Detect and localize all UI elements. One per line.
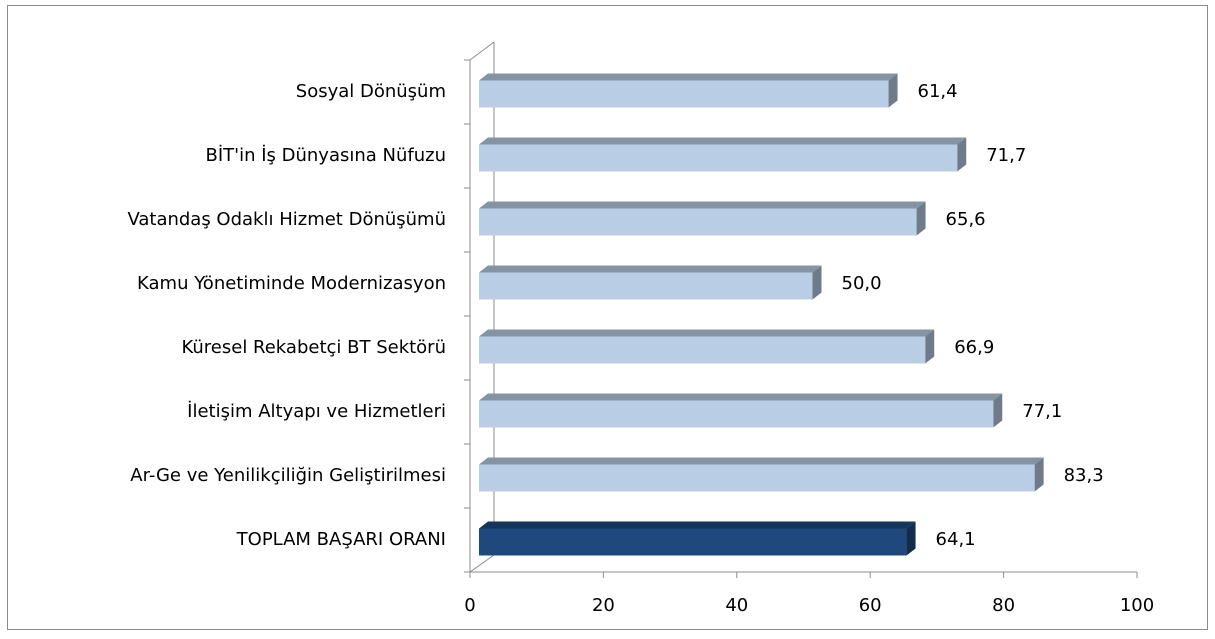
value-label: 77,1 bbox=[1022, 401, 1062, 422]
bar bbox=[479, 272, 813, 300]
x-tick-label: 0 bbox=[464, 595, 475, 616]
value-label: 83,3 bbox=[1064, 465, 1104, 486]
value-label: 61,4 bbox=[918, 81, 958, 102]
wall-edge bbox=[469, 41, 495, 61]
bar-side bbox=[916, 201, 926, 236]
bar bbox=[479, 80, 889, 108]
bar-top bbox=[479, 137, 967, 145]
x-tick-label: 80 bbox=[992, 595, 1015, 616]
value-label: 71,7 bbox=[986, 145, 1026, 166]
bar bbox=[479, 400, 994, 428]
category-label: Küresel Rekabetçi BT Sektörü bbox=[181, 337, 446, 358]
x-tick-label: 60 bbox=[859, 595, 882, 616]
value-label: 66,9 bbox=[954, 337, 994, 358]
bar-side bbox=[957, 137, 967, 172]
category-label: TOPLAM BAŞARI ORANI bbox=[236, 529, 446, 550]
category-label: Ar-Ge ve Yenilikçiliğin Geliştirilmesi bbox=[130, 465, 446, 486]
bar bbox=[479, 528, 907, 556]
bar-side bbox=[888, 73, 898, 108]
bar-side bbox=[925, 329, 935, 364]
value-label: 65,6 bbox=[946, 209, 986, 230]
bar bbox=[479, 464, 1035, 492]
bar bbox=[479, 144, 958, 172]
bar-top bbox=[479, 265, 822, 273]
wall-edge bbox=[469, 554, 495, 573]
value-label: 50,0 bbox=[842, 273, 882, 294]
x-tick-label: 40 bbox=[725, 595, 748, 616]
bar-side bbox=[906, 521, 916, 556]
bar-side bbox=[1034, 457, 1044, 492]
bar-top bbox=[479, 329, 935, 337]
bar bbox=[479, 336, 926, 364]
x-tick-label: 20 bbox=[592, 595, 615, 616]
bar bbox=[479, 208, 917, 236]
category-label: İletişim Altyapı ve Hizmetleri bbox=[187, 401, 446, 422]
category-label: Kamu Yönetiminde Modernizasyon bbox=[137, 273, 446, 294]
x-tick-label: 100 bbox=[1120, 595, 1154, 616]
bar-top bbox=[479, 73, 898, 81]
bar-top bbox=[479, 521, 916, 529]
value-label: 64,1 bbox=[936, 529, 976, 550]
bar-top bbox=[479, 201, 926, 209]
category-label: Sosyal Dönüşüm bbox=[296, 81, 446, 102]
category-label: BİT'in İş Dünyasına Nüfuzu bbox=[205, 145, 446, 166]
bar-side bbox=[993, 393, 1003, 428]
bar-top bbox=[479, 457, 1044, 465]
bar-side bbox=[812, 265, 822, 300]
category-label: Vatandaş Odaklı Hizmet Dönüşümü bbox=[127, 209, 446, 230]
bar-top bbox=[479, 393, 1003, 401]
